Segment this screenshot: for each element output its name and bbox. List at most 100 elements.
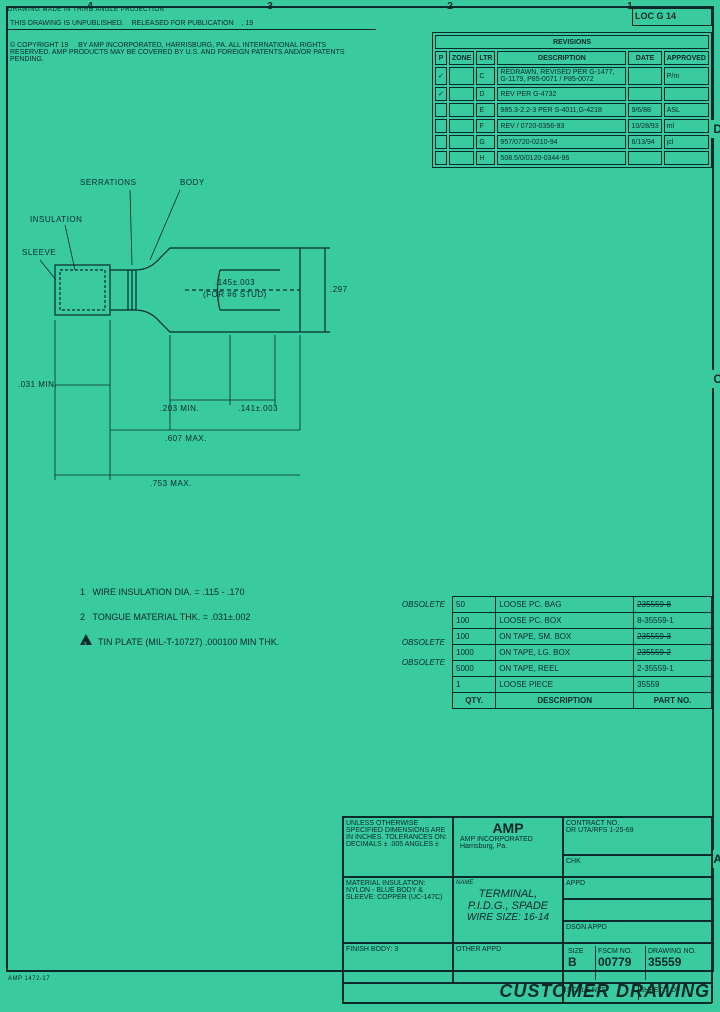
header-unpublished: THIS DRAWING IS UNPUBLISHED. RELEASED FO… bbox=[6, 18, 376, 30]
dim-297: .297 bbox=[330, 285, 348, 294]
rev-cell: E bbox=[476, 103, 495, 117]
dim-141: .141±.003 bbox=[238, 404, 278, 413]
rev-cell bbox=[628, 67, 661, 85]
rev-cell bbox=[449, 151, 474, 165]
note-3-text: TIN PLATE (MIL-T-10727) .000100 MIN THK. bbox=[98, 637, 279, 647]
rev-header: P bbox=[435, 51, 447, 65]
rev-row: H508.5/0/0120-0344-96 bbox=[435, 151, 709, 165]
rev-cell bbox=[435, 135, 447, 149]
projection-note: DRAWING MADE IN THIRD ANGLE PROJECTION bbox=[8, 7, 164, 13]
rev-cell: 9/6/88 bbox=[628, 103, 661, 117]
appd-cell: APPD bbox=[563, 877, 713, 899]
parts-cell: 235559-3 bbox=[634, 629, 712, 645]
rev-header: LTR bbox=[476, 51, 495, 65]
rev-cell bbox=[449, 87, 474, 101]
amp-cell: AMP AMP INCORPORATED Harrisburg, Pa. bbox=[453, 817, 563, 877]
dim-607: .607 MAX. bbox=[165, 434, 207, 443]
rev-cell: 985.3-2.2-3 PER S-4011,G-4218 bbox=[497, 103, 626, 117]
amp-logo: AMP bbox=[492, 820, 523, 836]
rev-cell: 957/0720-0210-94 bbox=[497, 135, 626, 149]
dim-145: .145±.003 bbox=[215, 278, 255, 287]
note-1: 1 WIRE INSULATION DIA. = .115 - .170 bbox=[80, 580, 279, 605]
rev-cell bbox=[435, 151, 447, 165]
parts-cell: LOOSE PIECE bbox=[496, 677, 634, 693]
rev-header: DESCRIPTION bbox=[497, 51, 626, 65]
rev-cell: 6/13/94 bbox=[628, 135, 661, 149]
rev-cell bbox=[435, 103, 447, 117]
rev-cell: REDRAWN, REVISED PER G-1477, G-1179, P85… bbox=[497, 67, 626, 85]
obsolete-1: OBSOLETE bbox=[402, 600, 445, 609]
title-line-2: P.I.D.G., SPADE bbox=[456, 900, 560, 912]
revisions-table: REVISIONS PZONELTRDESCRIPTIONDATEAPPROVE… bbox=[432, 32, 712, 168]
name-label: NAME bbox=[456, 880, 560, 886]
parts-cell: 100 bbox=[453, 629, 496, 645]
col-3: 3 bbox=[267, 1, 273, 12]
rev-header: ZONE bbox=[449, 51, 474, 65]
parts-cell: ON TAPE, REEL bbox=[496, 661, 634, 677]
rev-cell: F bbox=[476, 119, 495, 133]
parts-row: 50LOOSE PC. BAG235559-8 bbox=[453, 597, 712, 613]
obsolete-2: OBSOLETE bbox=[402, 638, 445, 647]
note-2-text: TONGUE MATERIAL THK. = .031±.002 bbox=[93, 612, 251, 622]
rev-cell bbox=[449, 103, 474, 117]
parts-cell: ON TAPE, LG. BOX bbox=[496, 645, 634, 661]
dim-031: .031 MIN. bbox=[18, 380, 57, 389]
rev-cell: REV PER G-4732 bbox=[497, 87, 626, 101]
rev-row: G957/0720-0210-946/13/94jcl bbox=[435, 135, 709, 149]
rev-header: DATE bbox=[628, 51, 661, 65]
rev-cell bbox=[664, 87, 709, 101]
tolerance-note: UNLESS OTHERWISE SPECIFIED DIMENSIONS AR… bbox=[343, 817, 453, 877]
dim-203: .203 MIN. bbox=[160, 404, 199, 413]
parts-row: 1000ON TAPE, LG. BOX235559-2 bbox=[453, 645, 712, 661]
form-no: AMP 1472-17 bbox=[8, 976, 50, 982]
rev-cell: 10/28/93 bbox=[628, 119, 661, 133]
size-label: SIZE bbox=[568, 948, 593, 955]
parts-row: 1LOOSE PIECE35559 bbox=[453, 677, 712, 693]
title-block: UNLESS OTHERWISE SPECIFIED DIMENSIONS AR… bbox=[342, 816, 712, 1004]
dwg-id-cell: SIZE B FSCM NO. 00779 DRAWING NO. 35559 bbox=[563, 943, 713, 983]
dwg-label: DRAWING NO. bbox=[648, 948, 708, 955]
parts-cell: 35559 bbox=[634, 677, 712, 693]
contract-cell: CONTRACT NO.DR UTA/RFS 1-25-69 bbox=[563, 817, 713, 855]
lbl-serrations: SERRATIONS bbox=[80, 178, 136, 187]
header-copyright: © COPYRIGHT 19 BY AMP INCORPORATED, HARR… bbox=[6, 40, 376, 65]
parts-row: 5000ON TAPE, REEL2-35559-1 bbox=[453, 661, 712, 677]
rev-cell bbox=[664, 151, 709, 165]
rev-cell: ✓ bbox=[435, 67, 447, 85]
rev-cell bbox=[449, 135, 474, 149]
rev-row: ✓DREV PER G-4732 bbox=[435, 87, 709, 101]
lbl-body: BODY bbox=[180, 178, 205, 187]
parts-cell: 235559-8 bbox=[634, 597, 712, 613]
parts-cell: 235559-2 bbox=[634, 645, 712, 661]
rev-cell: 508.5/0/0120-0344-96 bbox=[497, 151, 626, 165]
rev-row: E985.3-2.2-3 PER S-4011,G-42189/6/88ASL bbox=[435, 103, 709, 117]
parts-cell: 1000 bbox=[453, 645, 496, 661]
rev-cell bbox=[628, 87, 661, 101]
dwg-value: 35559 bbox=[648, 955, 708, 969]
appd2-cell bbox=[563, 899, 713, 921]
unpub-text: THIS DRAWING IS UNPUBLISHED. bbox=[10, 20, 124, 27]
finish-cell: FINISH BODY: 3 bbox=[343, 943, 453, 983]
parts-h-desc: DESCRIPTION bbox=[496, 693, 634, 709]
obsolete-3: OBSOLETE bbox=[402, 658, 445, 667]
material-cell: MATERIAL INSULATION: NYLON - BLUE BODY &… bbox=[343, 877, 453, 943]
dim-stud: (FOR #6 STUD) bbox=[203, 290, 267, 299]
row-d: D bbox=[711, 120, 720, 138]
fscm-label: FSCM NO. bbox=[598, 948, 643, 955]
other-appd-cell: OTHER APPD bbox=[453, 943, 563, 983]
amp-sub: AMP INCORPORATED Harrisburg, Pa. bbox=[460, 836, 560, 850]
fscm-value: 00779 bbox=[598, 955, 643, 969]
rev-cell: H bbox=[476, 151, 495, 165]
copyright-text: © COPYRIGHT 19 bbox=[10, 42, 68, 49]
rev-cell: ✓ bbox=[435, 87, 447, 101]
parts-table: 50LOOSE PC. BAG235559-8100LOOSE PC. BOX8… bbox=[452, 596, 712, 709]
contract-label: CONTRACT NO. bbox=[566, 820, 619, 827]
reserved-text: RESERVED. AMP PRODUCTS MAY BE COVERED BY… bbox=[10, 49, 345, 63]
rev-row: ✓CREDRAWN, REVISED PER G-1477, G-1179, P… bbox=[435, 67, 709, 85]
size-value: B bbox=[568, 955, 593, 969]
release-text: RELEASED FOR PUBLICATION bbox=[131, 20, 233, 27]
rev-cell bbox=[449, 67, 474, 85]
parts-h-qty: QTY. bbox=[453, 693, 496, 709]
parts-row: 100LOOSE PC. BOX8-35559-1 bbox=[453, 613, 712, 629]
parts-cell: 50 bbox=[453, 597, 496, 613]
